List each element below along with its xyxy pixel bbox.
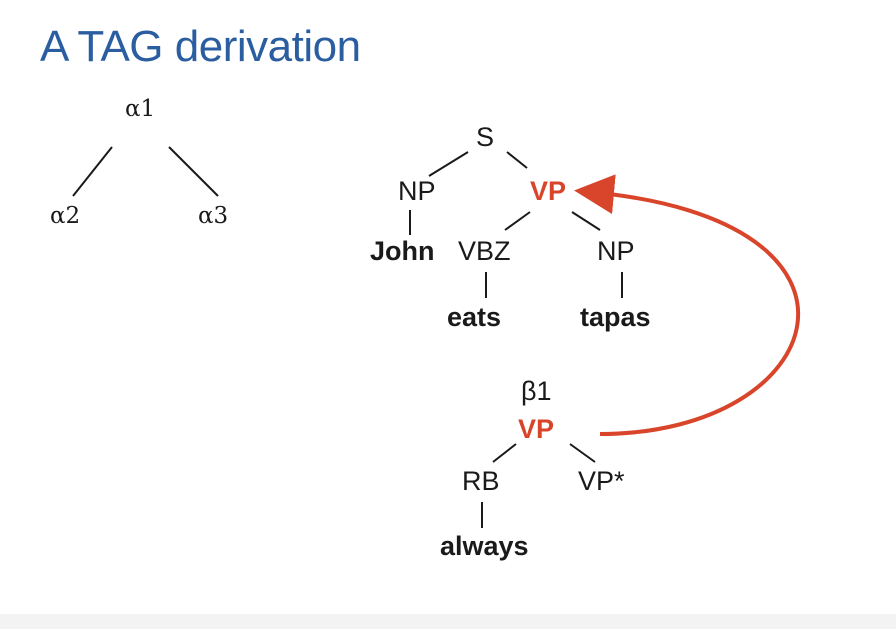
edge-s-vp: [506, 151, 528, 169]
vp-auxiliary-root-node: VP: [518, 414, 555, 444]
always-word: always: [440, 531, 529, 561]
edge-vp-vbz: [504, 211, 531, 231]
beta1-label: β1: [521, 376, 552, 406]
vp-target-node: VP: [530, 176, 567, 206]
vbz-node: VBZ: [458, 236, 511, 266]
rb-node: RB: [462, 466, 500, 496]
eats-word: eats: [447, 302, 502, 332]
alpha2-node: α2: [50, 203, 81, 229]
vp-foot-node: VP*: [578, 466, 625, 496]
tapas-word: tapas: [580, 302, 651, 332]
np-object-node: NP: [597, 236, 635, 266]
np-subject-node: NP: [398, 176, 436, 206]
alpha1-node: α1: [125, 96, 156, 122]
alpha3-node: α3: [198, 203, 229, 229]
edge-s-np: [428, 151, 469, 177]
edge-alpha1-alpha2: [72, 146, 113, 197]
edge-vp-vpfoot: [569, 443, 596, 463]
adjunction-arrow: [574, 174, 801, 436]
s-node: S: [476, 122, 495, 152]
edge-vp-rb: [492, 443, 517, 463]
john-word: John: [370, 236, 435, 266]
bottom-band: [0, 614, 896, 629]
edge-alpha1-alpha3: [168, 146, 219, 197]
edge-vp-np: [571, 211, 601, 231]
slide-title: A TAG derivation: [40, 22, 361, 71]
